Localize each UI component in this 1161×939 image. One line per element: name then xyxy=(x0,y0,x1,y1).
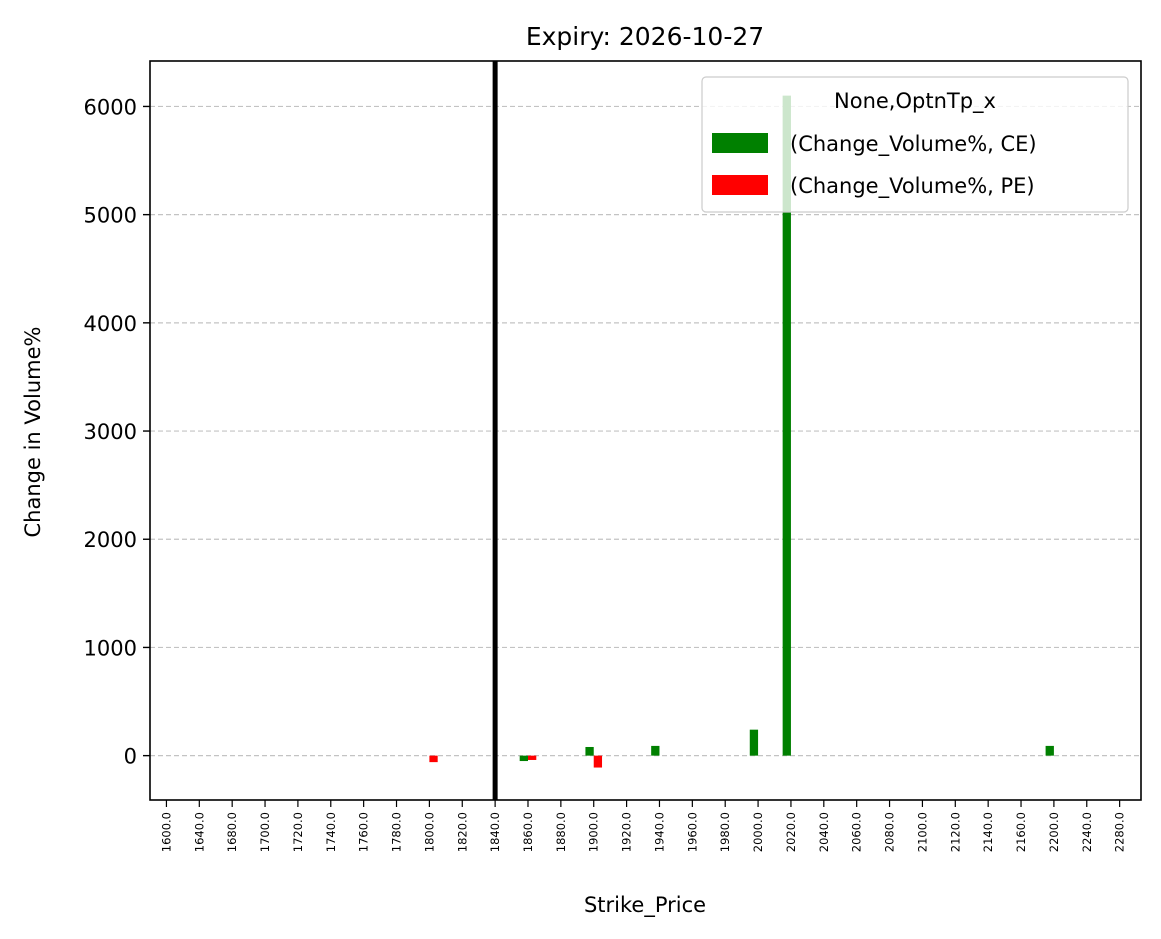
x-tick-label-2120.0: 2120.0 xyxy=(948,812,962,852)
bar-pe-1900.0 xyxy=(593,755,603,768)
x-tick-label-1780.0: 1780.0 xyxy=(390,812,404,852)
x-tick-label-1800.0: 1800.0 xyxy=(422,812,436,852)
legend-swatch-ce xyxy=(712,133,768,153)
x-tick-label-2280.0: 2280.0 xyxy=(1113,812,1127,852)
x-tick-label-2140.0: 2140.0 xyxy=(981,812,995,852)
y-axis-label: Change in Volume% xyxy=(21,327,45,538)
x-tick-label-1820.0: 1820.0 xyxy=(455,812,469,852)
x-tick-label-1960.0: 1960.0 xyxy=(685,812,699,852)
x-tick-label-1680.0: 1680.0 xyxy=(225,812,239,852)
x-tick-label-2160.0: 2160.0 xyxy=(1014,812,1028,852)
x-tick-label-1700.0: 1700.0 xyxy=(258,812,272,852)
bar-ce-2200.0 xyxy=(1045,745,1054,756)
x-tick-label-2100.0: 2100.0 xyxy=(915,812,929,852)
x-tick-label-2080.0: 2080.0 xyxy=(883,812,897,852)
bar-pe-1860.0 xyxy=(527,755,537,760)
y-tick-label-2: 2000 xyxy=(84,528,137,552)
bar-pe-1800.0 xyxy=(429,755,438,763)
x-tick-label-1600.0: 1600.0 xyxy=(159,812,173,852)
bar-ce-2020.0 xyxy=(782,95,791,756)
x-tick-label-1980.0: 1980.0 xyxy=(718,812,732,852)
x-tick-label-2020.0: 2020.0 xyxy=(784,812,798,852)
bar-ce-2000.0 xyxy=(749,729,759,756)
x-tick-label-1840.0: 1840.0 xyxy=(488,812,502,852)
y-ticks: 0 1000 2000 3000 4000 5000 6000 xyxy=(84,95,150,769)
y-tick-label-3: 3000 xyxy=(84,420,137,444)
x-ticks: 1600.0 1640.0 1680.0 1700.0 1720.0 1740.0 1760… xyxy=(159,800,1127,852)
x-tick-label-1880.0: 1880.0 xyxy=(554,812,568,852)
legend-label-pe: (Change_Volume%, PE) xyxy=(790,174,1035,199)
bar-ce-1860.0 xyxy=(519,755,528,762)
bar-ce-1900.0 xyxy=(585,746,594,756)
x-tick-label-2200.0: 2200.0 xyxy=(1047,812,1061,852)
y-tick-label-0: 0 xyxy=(124,745,137,769)
x-tick-label-2000.0: 2000.0 xyxy=(751,812,765,852)
x-tick-label-2040.0: 2040.0 xyxy=(817,812,831,852)
x-tick-label-2240.0: 2240.0 xyxy=(1080,812,1094,852)
legend-label-ce: (Change_Volume%, CE) xyxy=(790,132,1037,157)
x-axis-label: Strike_Price xyxy=(584,893,706,918)
legend-swatch-pe xyxy=(712,175,768,195)
y-tick-label-5: 5000 xyxy=(84,204,137,228)
y-tick-label-6: 6000 xyxy=(84,95,137,119)
x-tick-label-1940.0: 1940.0 xyxy=(652,812,666,852)
bar-ce-1940.0 xyxy=(651,745,660,756)
chart-title: Expiry: 2026-10-27 xyxy=(526,22,764,51)
x-tick-label-1740.0: 1740.0 xyxy=(324,812,338,852)
x-tick-label-1920.0: 1920.0 xyxy=(620,812,634,852)
legend-box xyxy=(701,76,1129,213)
legend-title: None,OptnTp_x xyxy=(834,89,996,114)
bars xyxy=(429,95,1054,768)
x-tick-label-1720.0: 1720.0 xyxy=(291,812,305,852)
x-tick-label-1760.0: 1760.0 xyxy=(357,812,371,852)
y-tick-label-4: 4000 xyxy=(84,312,137,336)
y-tick-label-1: 1000 xyxy=(84,636,137,660)
x-tick-label-1900.0: 1900.0 xyxy=(587,812,601,852)
x-tick-label-1860.0: 1860.0 xyxy=(521,812,535,852)
x-tick-label-2060.0: 2060.0 xyxy=(850,812,864,852)
x-tick-label-1640.0: 1640.0 xyxy=(192,812,206,852)
legend: None,OptnTp_x (Change_Volume%, CE) (Chan… xyxy=(701,76,1129,213)
